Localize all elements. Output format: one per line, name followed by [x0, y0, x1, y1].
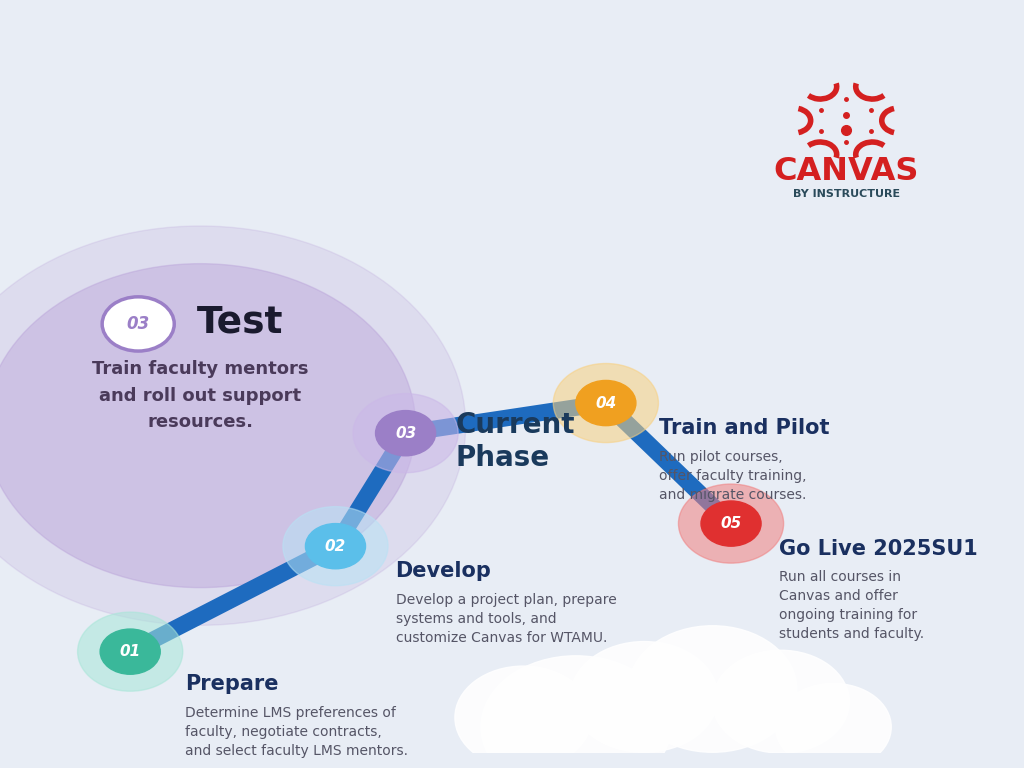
Circle shape	[283, 507, 388, 586]
Circle shape	[0, 226, 466, 625]
Circle shape	[575, 380, 636, 425]
Circle shape	[481, 656, 671, 768]
Text: 02: 02	[325, 538, 346, 554]
Text: 04: 04	[595, 396, 616, 411]
Text: Determine LMS preferences of
faculty, negotiate contracts,
and select faculty LM: Determine LMS preferences of faculty, ne…	[185, 706, 409, 758]
Text: 05: 05	[721, 516, 741, 531]
Circle shape	[570, 641, 718, 753]
Text: Train and Pilot: Train and Pilot	[658, 418, 829, 438]
Circle shape	[353, 394, 458, 473]
Circle shape	[679, 484, 783, 563]
Circle shape	[553, 363, 658, 442]
Circle shape	[775, 684, 891, 768]
Circle shape	[100, 629, 160, 674]
Circle shape	[305, 524, 366, 569]
Circle shape	[701, 501, 761, 546]
Text: Current
Phase: Current Phase	[456, 411, 575, 472]
Text: CANVAS: CANVAS	[773, 156, 919, 187]
Text: 03: 03	[395, 425, 416, 441]
Circle shape	[455, 666, 592, 768]
Text: BY INSTRUCTURE: BY INSTRUCTURE	[793, 190, 900, 200]
Text: Prepare: Prepare	[185, 674, 279, 694]
Text: Develop a project plan, prepare
systems and tools, and
customize Canvas for WTAM: Develop a project plan, prepare systems …	[395, 593, 616, 645]
Text: Train faculty mentors
and roll out support
resources.: Train faculty mentors and roll out suppo…	[92, 360, 308, 431]
Text: Run all courses in
Canvas and offer
ongoing training for
students and faculty.: Run all courses in Canvas and offer ongo…	[779, 571, 925, 641]
Circle shape	[713, 650, 849, 753]
Text: Test: Test	[198, 304, 284, 340]
Text: Go Live 2025SU1: Go Live 2025SU1	[779, 538, 978, 558]
Circle shape	[78, 612, 182, 691]
Text: 03: 03	[127, 315, 150, 333]
Circle shape	[0, 263, 416, 588]
Circle shape	[629, 626, 797, 753]
Text: Develop: Develop	[395, 561, 492, 581]
Text: 01: 01	[120, 644, 141, 659]
Circle shape	[376, 411, 435, 455]
Text: Run pilot courses,
offer faculty training,
and migrate courses.: Run pilot courses, offer faculty trainin…	[658, 450, 807, 502]
Circle shape	[102, 296, 174, 351]
